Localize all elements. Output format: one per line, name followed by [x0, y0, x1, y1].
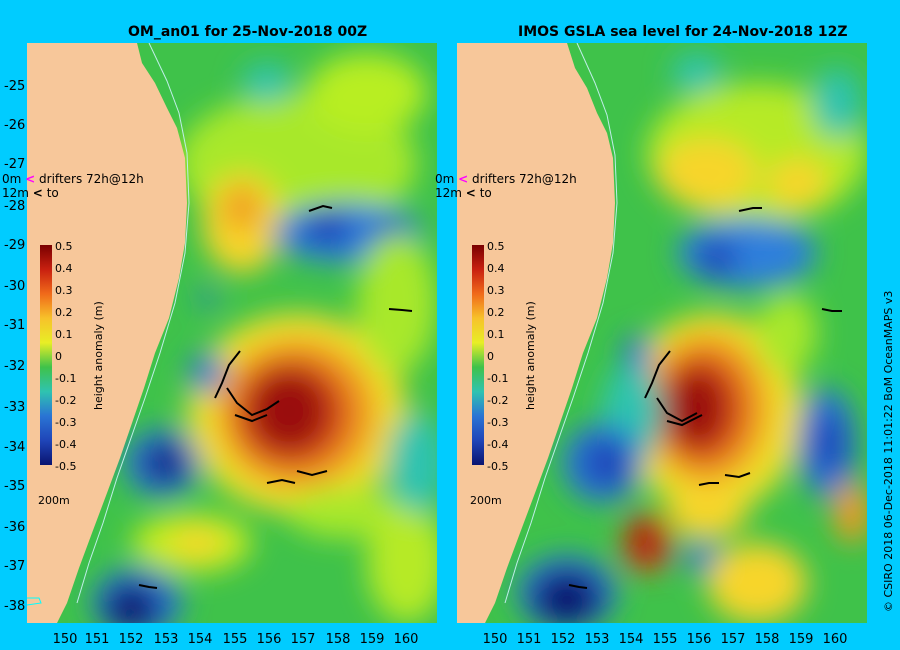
colorbar-tick: -0.5: [487, 460, 509, 473]
lon-label: 158: [754, 632, 780, 647]
left-map-svg: [27, 43, 437, 623]
drifter-legend-line2: 12m < to: [2, 186, 59, 200]
credit-text: © CSIRO 2018 06-Dec-2018 11:01:22 BoM Oc…: [882, 290, 895, 612]
lat-label: -37: [4, 559, 26, 574]
drifter-tracks: [568, 207, 842, 589]
lon-label: 155: [652, 632, 678, 647]
colorbar-tick: 0: [55, 350, 62, 363]
colorbar-label: height anomaly (m): [92, 301, 105, 410]
lat-label: -28: [4, 199, 26, 214]
lat-label: -26: [4, 118, 26, 133]
colorbar-tick: -0.3: [487, 416, 509, 429]
colorbar-left: [40, 245, 52, 465]
lat-label: -34: [4, 440, 26, 455]
colorbar-tick: -0.3: [55, 416, 77, 429]
drifter-to-text: to: [479, 186, 492, 200]
lat-label: -25: [4, 79, 26, 94]
isobath-label: 200m: [38, 494, 70, 507]
drifter-to-text: to: [46, 186, 59, 200]
colorbar-tick: -0.2: [55, 394, 77, 407]
right-map-panel: [457, 43, 867, 623]
colorbar-tick: 0.4: [55, 262, 73, 275]
lat-label: -29: [4, 238, 26, 253]
left-map-title: OM_an01 for 25-Nov-2018 00Z: [128, 24, 368, 40]
lon-label: 158: [325, 632, 351, 647]
magenta-arrow-icon: <: [25, 172, 36, 186]
colorbar-tick: -0.1: [55, 372, 77, 385]
lon-label: 150: [52, 632, 78, 647]
lat-label: -31: [4, 318, 26, 333]
colorbar-right: [472, 245, 484, 465]
lon-label: 160: [393, 632, 419, 647]
drifter-legend-line2: 12m < to: [435, 186, 492, 200]
depth-12m-label: 12m: [2, 186, 29, 200]
drifter-legend-text: drifters 72h@12h: [472, 172, 577, 186]
lon-label: 156: [256, 632, 282, 647]
lon-label: 152: [118, 632, 144, 647]
colorbar-tick: 0.3: [55, 284, 73, 297]
lon-label: 156: [686, 632, 712, 647]
drifter-legend-line1: 0m < drifters 72h@12h: [2, 172, 144, 186]
land-coast: [457, 43, 615, 623]
colorbar-tick: -0.5: [55, 460, 77, 473]
sea-level-field: [92, 53, 437, 623]
magenta-arrow-icon: <: [458, 172, 469, 186]
colorbar-tick: 0.2: [55, 306, 73, 319]
colorbar-tick: 0.2: [487, 306, 505, 319]
depth-0m-label: 0m: [435, 172, 455, 186]
colorbar-tick: -0.4: [55, 438, 77, 451]
lon-label: 150: [482, 632, 508, 647]
lon-label: 160: [822, 632, 848, 647]
lon-label: 159: [359, 632, 385, 647]
isobath-label: 200m: [470, 494, 502, 507]
lat-label: -30: [4, 279, 26, 294]
isobath-200m: [504, 43, 618, 604]
colorbar-tick: 0.1: [487, 328, 505, 341]
lon-label: 157: [720, 632, 746, 647]
lon-label: 151: [84, 632, 110, 647]
lon-label: 153: [153, 632, 179, 647]
lon-label: 157: [290, 632, 316, 647]
isobath-200m: [76, 43, 190, 604]
lon-label: 151: [516, 632, 542, 647]
colorbar-tick: -0.4: [487, 438, 509, 451]
lon-label: 159: [788, 632, 814, 647]
lon-label: 153: [584, 632, 610, 647]
drifter-legend-text: drifters 72h@12h: [39, 172, 144, 186]
lon-label: 154: [618, 632, 644, 647]
lat-label: -38: [4, 599, 26, 614]
colorbar-tick: 0.1: [55, 328, 73, 341]
lon-label: 154: [187, 632, 213, 647]
lat-label: -35: [4, 479, 26, 494]
lat-label: -36: [4, 520, 26, 535]
colorbar-tick: 0.3: [487, 284, 505, 297]
drifter-legend-line1: 0m < drifters 72h@12h: [435, 172, 577, 186]
land-coast: [27, 43, 187, 623]
lat-label: -33: [4, 400, 26, 415]
colorbar-tick: 0.5: [487, 240, 505, 253]
depth-12m-label: 12m: [435, 186, 462, 200]
lon-label: 155: [222, 632, 248, 647]
lon-label: 152: [550, 632, 576, 647]
colorbar-tick: 0.5: [55, 240, 73, 253]
black-arrow-icon: <: [465, 186, 476, 200]
left-map-panel: [27, 43, 437, 623]
sea-level-field: [517, 53, 867, 623]
colorbar-tick: -0.2: [487, 394, 509, 407]
colorbar-tick: -0.1: [487, 372, 509, 385]
right-map-title: IMOS GSLA sea level for 24-Nov-2018 12Z: [518, 24, 848, 40]
colorbar-tick: 0.4: [487, 262, 505, 275]
lat-label: -27: [4, 157, 26, 172]
colorbar-label: height anomaly (m): [524, 301, 537, 410]
coastline-notch: [27, 597, 42, 606]
colorbar-tick: 0: [487, 350, 494, 363]
black-arrow-icon: <: [32, 186, 43, 200]
depth-0m-label: 0m: [2, 172, 22, 186]
right-map-svg: [457, 43, 867, 623]
lat-label: -32: [4, 359, 26, 374]
drifter-tracks: [138, 204, 413, 589]
